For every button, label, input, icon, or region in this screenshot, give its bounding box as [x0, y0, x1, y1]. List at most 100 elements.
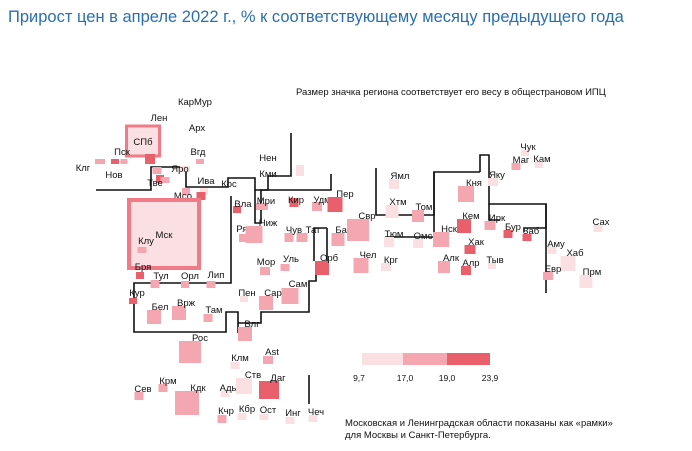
region-label: СПб [133, 137, 153, 148]
region-tile [461, 266, 471, 275]
region-2: Мур [194, 97, 212, 164]
region-label: Нск [441, 224, 458, 235]
region-label: Бел [152, 302, 169, 313]
region-43: Ast [263, 347, 279, 364]
legend-tick-label: 23,9 [482, 373, 499, 383]
region-tile [384, 237, 394, 247]
region-31: Лип [206, 270, 224, 288]
region-label: Крм [159, 376, 176, 387]
region-55: Чеч [308, 407, 324, 422]
region-39: Пен [238, 288, 256, 302]
region-label: Кдк [190, 383, 206, 394]
region-70: Хак [464, 237, 485, 254]
region-50: Крм [158, 376, 177, 392]
region-tile [285, 417, 295, 424]
region-tile [95, 159, 105, 164]
region-label: Хак [468, 237, 485, 248]
region-label: Тве [147, 178, 163, 189]
region-label: Лен [151, 113, 168, 124]
region-tile [560, 256, 576, 271]
district-border [479, 154, 547, 232]
region-47: Ств [236, 370, 261, 394]
region-tile [433, 232, 449, 247]
region-51: Кчр [217, 406, 234, 423]
region-tile [296, 165, 304, 171]
region-tile [296, 170, 304, 176]
region-label: Инг [285, 408, 301, 419]
district-border [488, 204, 500, 221]
region-tile [245, 226, 263, 243]
region-label: Кар [178, 97, 194, 108]
region-tile [389, 179, 399, 189]
region-5: СПб [125, 124, 161, 158]
region-label: Арх [189, 123, 206, 134]
region-84: Прм [579, 267, 601, 288]
region-tile [353, 258, 369, 273]
region-label: Кир [288, 195, 304, 206]
region-tile [145, 154, 155, 164]
region-label: Влг [244, 319, 260, 330]
size-note: Размер значка региона соответствует его … [296, 87, 606, 98]
legend: 9,7 17,0 19,0 23,9 [353, 353, 499, 383]
district-border [96, 133, 292, 191]
region-22: Удм [312, 195, 331, 211]
region-tile [289, 198, 299, 207]
region-46: Ады [220, 383, 239, 397]
region-tile [260, 267, 270, 275]
region-label: Клу [138, 236, 154, 247]
region-40: Сар [259, 288, 282, 310]
region-label: Орл [181, 271, 199, 282]
region-tile [160, 177, 170, 183]
region-62: Хтм [385, 197, 407, 218]
legend-swatch [403, 353, 447, 365]
region-label: Орб [320, 253, 339, 264]
region-19: Вла [233, 199, 252, 213]
region-64: Крг [381, 255, 399, 271]
region-tile [200, 188, 208, 195]
region-label: Яку [489, 170, 505, 181]
frames-note-line-2: для Москвы и Санкт-Петербурга. [345, 430, 491, 441]
region-14: Мсо [174, 191, 206, 202]
region-41: Влг [238, 319, 260, 341]
region-71: Алк [438, 253, 460, 273]
region-label: Кня [466, 178, 482, 189]
region-tile [238, 327, 252, 341]
region-60: Чел [353, 250, 376, 273]
region-tile [347, 219, 369, 241]
region-tile [125, 124, 161, 158]
region-label: Тул [153, 271, 168, 282]
legend-tick-label: 19,0 [439, 373, 456, 383]
region-label: Мри [257, 196, 276, 207]
region-label: Том [416, 202, 433, 213]
region-tile [535, 162, 543, 168]
region-tile [308, 415, 318, 422]
region-tile [312, 202, 322, 211]
region-tile [179, 341, 201, 363]
region-label: Сев [134, 384, 151, 395]
legend-tick-label: 17,0 [397, 373, 414, 383]
region-61: Ямл [389, 171, 409, 189]
region-82: Хаб [560, 248, 584, 271]
region-tile [129, 298, 137, 304]
region-label: Пен [238, 288, 255, 299]
region-tile [438, 261, 450, 273]
region-tile [134, 392, 144, 400]
region-tile [579, 275, 593, 288]
region-tile [280, 264, 290, 271]
region-15: Нен [259, 153, 304, 171]
region-36: Бел [147, 302, 168, 324]
district-border [313, 227, 327, 261]
region-tile [137, 247, 147, 253]
region-tile [511, 163, 521, 170]
region-tile [127, 198, 201, 270]
region-label: Вла [234, 199, 252, 210]
region-label: Заб [523, 226, 540, 237]
region-9: Нов [105, 166, 190, 181]
region-21: Кир [288, 195, 304, 207]
region-tile [203, 314, 213, 322]
region-tile [240, 296, 248, 302]
region-tile [593, 225, 603, 232]
region-49: Сев [134, 384, 152, 400]
region-59: Орб [315, 253, 339, 275]
region-label: Хаб [566, 248, 584, 259]
